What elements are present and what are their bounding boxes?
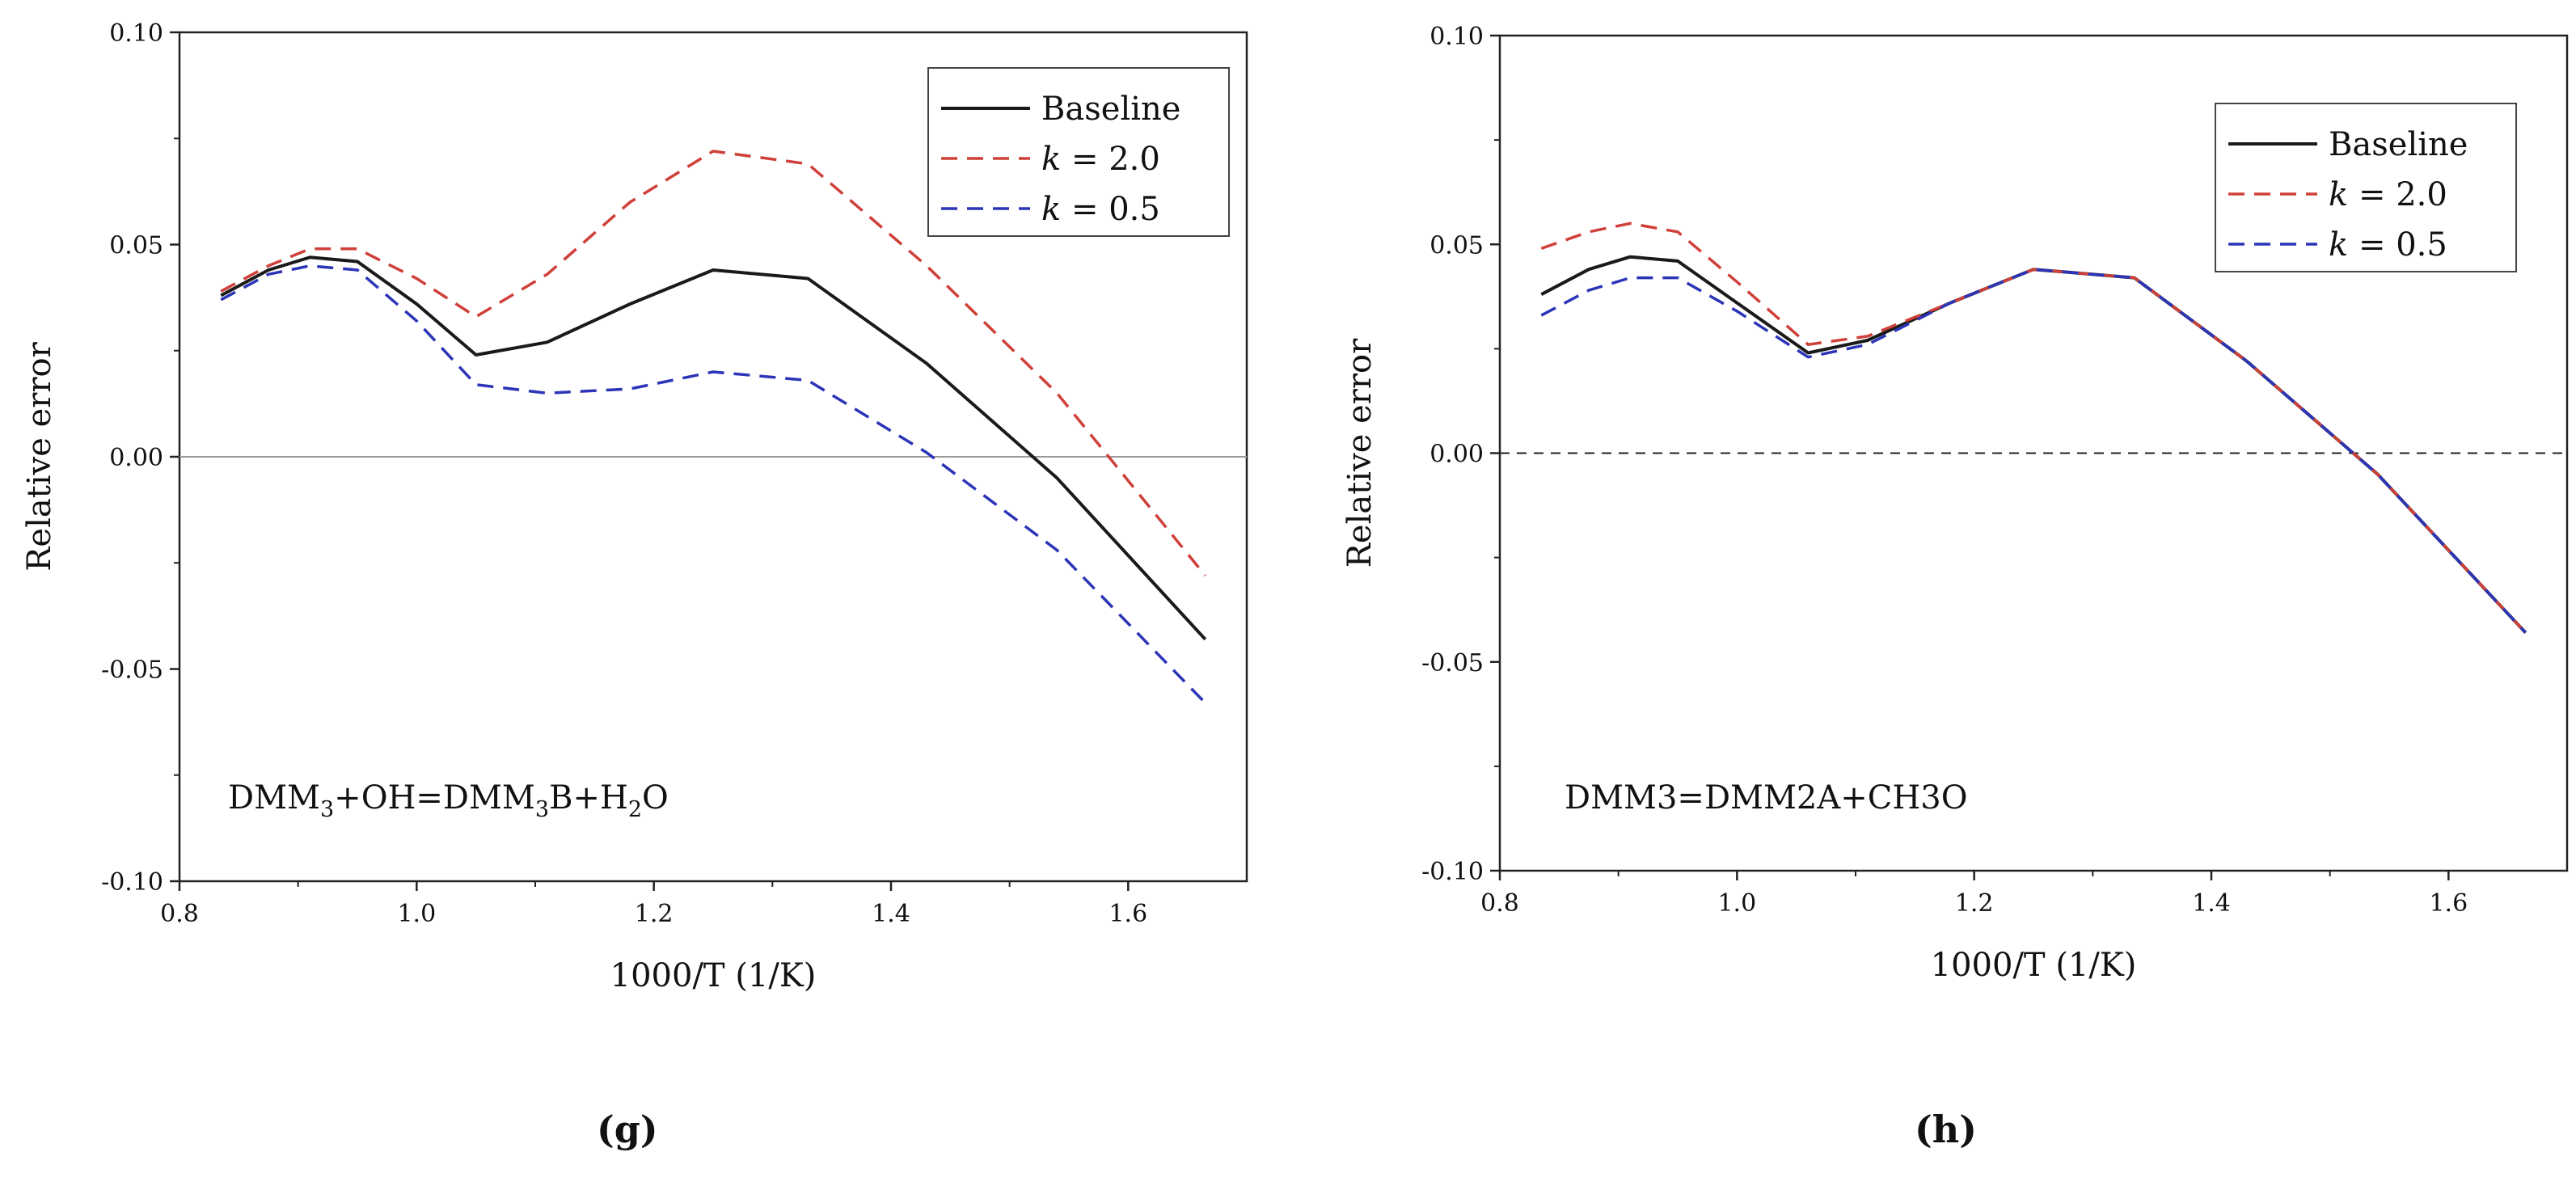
caption-h: (h) <box>1915 1108 1977 1151</box>
y-tick-label: 0.10 <box>1429 23 1484 51</box>
x-tick-label: 1.2 <box>635 900 674 928</box>
x-tick-label: 1.2 <box>1955 889 1994 918</box>
y-tick-label: -0.05 <box>1421 649 1484 677</box>
series-line-baseline <box>1540 255 2527 634</box>
y-axis-label: Relative error <box>1341 338 1379 568</box>
y-tick-label: -0.10 <box>101 868 163 897</box>
y-axis-label: Relative error <box>21 341 58 571</box>
series-line-baseline <box>220 255 1207 641</box>
x-tick-label: 1.0 <box>1717 889 1756 918</box>
x-tick-label: 1.0 <box>397 900 436 928</box>
series-line-k-2-0 <box>220 150 1207 577</box>
legend-label: k = 0.5 <box>1041 191 1160 228</box>
chart-panel-g: 0.8 1.0 1.2 1.4 1.6 -0.10 -0.05 0.00 0.05 0.10 100… <box>21 19 1248 994</box>
legend: Baseline k = 2.0 k = 0.5 <box>2215 103 2517 272</box>
x-axis-label: 1000/T (1/K) <box>610 957 817 994</box>
reaction-annotation: DMM3+OH=DMM3B+H2O <box>228 779 669 822</box>
chart-panel-h: 0.8 1.0 1.2 1.4 1.6 -0.10 -0.05 0.00 0.05 0.10 100… <box>1341 23 2569 984</box>
legend: Baseline k = 2.0 k = 0.5 <box>927 67 1230 237</box>
x-axis-label: 1000/T (1/K) <box>1931 947 2137 984</box>
y-tick-label: 0.00 <box>109 444 163 472</box>
series-line-k-0-5 <box>220 264 1206 704</box>
y-tick-label: -0.10 <box>1421 858 1484 886</box>
x-tick-label: 1.4 <box>872 900 910 928</box>
x-tick-label: 0.8 <box>1480 889 1519 918</box>
y-tick-label: 0.10 <box>109 19 163 48</box>
y-tick-label: 0.00 <box>1429 441 1484 469</box>
caption-g: (g) <box>597 1108 658 1151</box>
x-tick-label: 0.8 <box>160 900 199 928</box>
legend-label: k = 2.0 <box>1041 141 1160 178</box>
y-tick-label: 0.05 <box>109 232 163 260</box>
series-line-k-2-0 <box>1540 222 2527 634</box>
series-line-k-0-5 <box>1540 268 2527 634</box>
y-tick-label: 0.05 <box>1429 231 1484 260</box>
legend-label: k = 0.5 <box>2329 226 2447 264</box>
legend-label: Baseline <box>2329 126 2468 163</box>
y-tick-label: -0.05 <box>101 656 163 685</box>
x-tick-label: 1.6 <box>1109 900 1147 928</box>
x-tick-label: 1.4 <box>2192 889 2231 918</box>
legend-label: k = 2.0 <box>2329 176 2447 213</box>
legend-label: Baseline <box>1041 91 1180 128</box>
x-tick-label: 1.6 <box>2429 889 2468 918</box>
reaction-annotation: DMM3=DMM2A+CH3O <box>1565 779 1968 817</box>
